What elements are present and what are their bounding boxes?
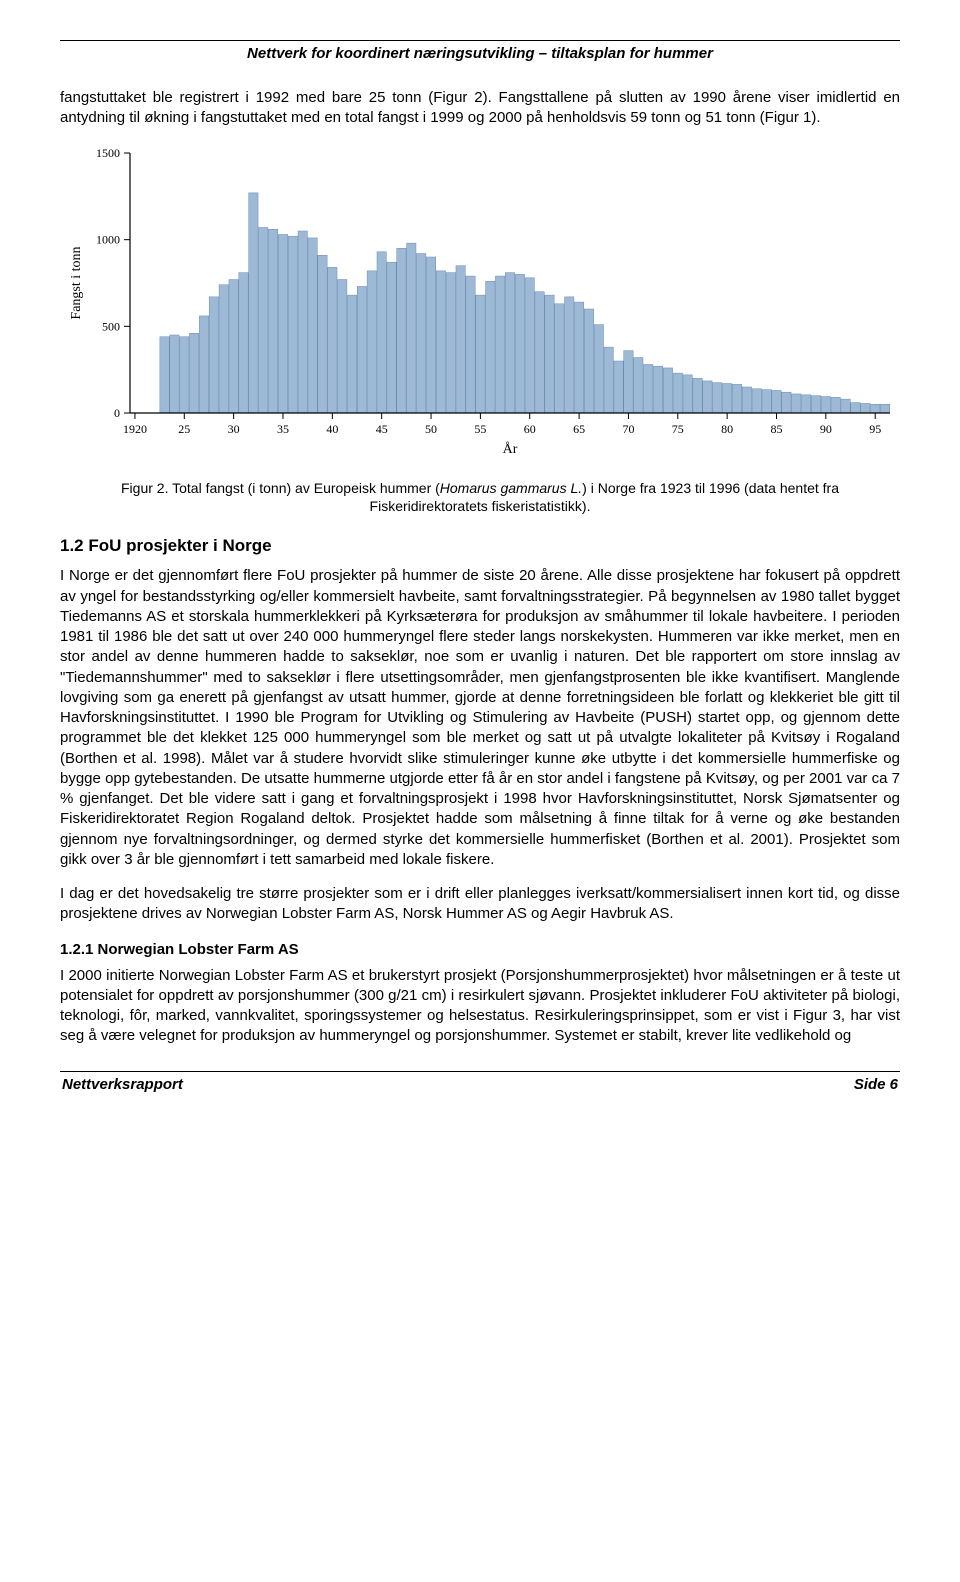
subsection-heading-1-2-1: 1.2.1 Norwegian Lobster Farm AS: [60, 941, 900, 958]
svg-text:40: 40: [326, 422, 338, 436]
svg-text:95: 95: [869, 422, 881, 436]
svg-text:30: 30: [228, 422, 240, 436]
svg-text:500: 500: [102, 319, 120, 333]
svg-text:35: 35: [277, 422, 289, 436]
section-1-2-1-paragraph-1: I 2000 initierte Norwegian Lobster Farm …: [60, 966, 900, 1047]
section-1-2-paragraph-1: I Norge er det gjennomført flere FoU pro…: [60, 566, 900, 870]
svg-text:45: 45: [376, 422, 388, 436]
footer-right: Side 6: [854, 1076, 898, 1093]
svg-text:25: 25: [178, 422, 190, 436]
chart-svg: 0 500 1000 1500 1920 25 30 35 40 45 50 55 60 65 70 75 80…: [60, 143, 910, 463]
svg-text:85: 85: [770, 422, 782, 436]
svg-text:1500: 1500: [96, 146, 120, 160]
figure-lead: Figur 2.: [121, 480, 172, 496]
svg-text:50: 50: [425, 422, 437, 436]
section-heading-1-2: 1.2 FoU prosjekter i Norge: [60, 536, 900, 556]
svg-text:65: 65: [573, 422, 585, 436]
svg-text:60: 60: [524, 422, 536, 436]
svg-text:75: 75: [672, 422, 684, 436]
figure-species: Homarus gammarus L.: [440, 480, 582, 496]
svg-text:År: År: [503, 441, 518, 457]
svg-text:1000: 1000: [96, 232, 120, 246]
catch-bar-chart: 0 500 1000 1500 1920 25 30 35 40 45 50 55 60 65 70 75 80…: [60, 143, 900, 463]
page: Nettverk for koordinert næringsutvikling…: [0, 0, 960, 1113]
svg-text:0: 0: [114, 406, 120, 420]
svg-text:1920: 1920: [123, 422, 147, 436]
figure-text-a: Total fangst (i tonn) av Europeisk humme…: [172, 480, 440, 496]
svg-text:80: 80: [721, 422, 733, 436]
p1a: I Norge er det gjennomført flere FoU pro…: [60, 567, 900, 766]
intro-paragraph: fangstuttaket ble registrert i 1992 med …: [60, 88, 900, 129]
figure-caption: Figur 2. Total fangst (i tonn) av Europe…: [100, 479, 860, 517]
header-title: Nettverk for koordinert næringsutvikling…: [60, 45, 900, 62]
p1-etal-1: et al.: [123, 750, 157, 767]
svg-text:70: 70: [622, 422, 634, 436]
header-rule: [60, 40, 900, 41]
footer: Nettverksrapport Side 6: [60, 1072, 900, 1093]
svg-text:55: 55: [474, 422, 486, 436]
section-1-2-paragraph-2: I dag er det hovedsakelig tre større pro…: [60, 884, 900, 925]
svg-text:90: 90: [820, 422, 832, 436]
footer-left: Nettverksrapport: [62, 1076, 183, 1093]
p1-etal-2: et al.: [710, 831, 744, 848]
svg-text:Fangst i tonn: Fangst i tonn: [69, 246, 84, 319]
